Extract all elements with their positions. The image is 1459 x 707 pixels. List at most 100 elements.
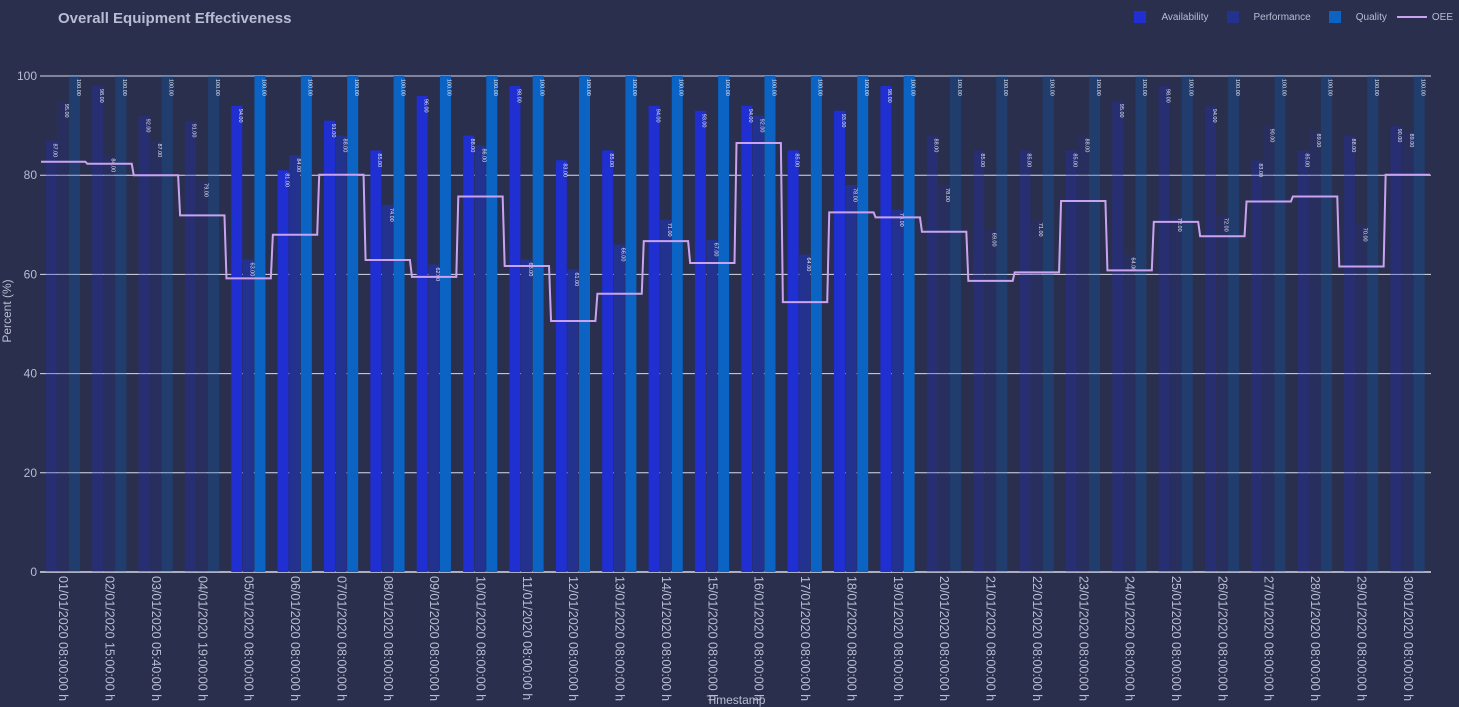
bar-performance[interactable]	[1031, 219, 1043, 572]
bar-quality[interactable]	[439, 76, 451, 572]
legend-item-availability[interactable]: Availability	[1134, 11, 1209, 23]
bar-performance[interactable]	[706, 239, 718, 572]
bar-performance[interactable]	[150, 140, 162, 573]
bar-quality[interactable]	[1320, 76, 1332, 572]
bar-quality[interactable]	[393, 76, 405, 572]
bar-quality[interactable]	[718, 76, 730, 572]
bar-performance[interactable]	[474, 145, 486, 572]
bar-performance[interactable]	[335, 135, 347, 572]
bar-availability[interactable]	[231, 105, 243, 572]
bar-performance[interactable]	[1309, 130, 1321, 572]
bar-performance[interactable]	[613, 244, 625, 572]
bar-quality[interactable]	[486, 76, 498, 572]
bar-availability[interactable]	[509, 85, 521, 573]
bar-quality[interactable]	[996, 76, 1008, 572]
bar-quality[interactable]	[532, 76, 544, 572]
bar-availability[interactable]	[1158, 85, 1170, 573]
legend-item-performance[interactable]: Performance	[1226, 11, 1311, 23]
bar-performance[interactable]	[1402, 130, 1414, 572]
bar-availability[interactable]	[741, 105, 753, 572]
bar-availability[interactable]	[787, 150, 799, 572]
bar-availability[interactable]	[694, 110, 706, 572]
bar-quality[interactable]	[68, 76, 80, 572]
bar-performance[interactable]	[1123, 254, 1135, 572]
bar-performance[interactable]	[799, 254, 811, 572]
bar-quality[interactable]	[1367, 76, 1379, 572]
bar-performance[interactable]	[521, 259, 533, 572]
legend-item-quality[interactable]: Quality	[1328, 11, 1387, 23]
bar-quality[interactable]	[1181, 76, 1193, 572]
bar-availability[interactable]	[1251, 160, 1263, 572]
bar-availability[interactable]	[45, 140, 57, 573]
bar-performance[interactable]	[891, 209, 903, 573]
bar-availability[interactable]	[184, 120, 196, 572]
bar-quality[interactable]	[671, 76, 683, 572]
x-tick-label: 25/01/2020 08:00:00 h	[1169, 576, 1183, 701]
bar-quality[interactable]	[161, 76, 173, 572]
bar-availability[interactable]	[370, 150, 382, 572]
bar-performance[interactable]	[428, 264, 440, 572]
bar-availability[interactable]	[138, 115, 150, 573]
bar-availability[interactable]	[973, 150, 985, 572]
bar-performance[interactable]	[103, 155, 115, 573]
bar-availability[interactable]	[92, 85, 104, 573]
bar-quality[interactable]	[810, 76, 822, 572]
bar-performance[interactable]	[242, 259, 254, 572]
bar-quality[interactable]	[1274, 76, 1286, 572]
bar-quality[interactable]	[254, 76, 266, 572]
bar-quality[interactable]	[579, 76, 591, 572]
legend-item-oee[interactable]: OEE	[1396, 12, 1453, 23]
bar-quality[interactable]	[857, 76, 869, 572]
bar-performance[interactable]	[1077, 135, 1089, 572]
bar-availability[interactable]	[1112, 100, 1124, 573]
bar-quality[interactable]	[115, 76, 127, 572]
bar-availability[interactable]	[1204, 105, 1216, 572]
bar-quality[interactable]	[1089, 76, 1101, 572]
bar-performance[interactable]	[1216, 214, 1228, 572]
bar-value-label: 61.00	[573, 272, 579, 286]
bar-performance[interactable]	[289, 155, 301, 573]
bar-performance[interactable]	[752, 115, 764, 573]
bar-performance[interactable]	[845, 185, 857, 572]
bar-quality[interactable]	[764, 76, 776, 572]
bar-quality[interactable]	[1413, 76, 1425, 572]
bar-performance[interactable]	[381, 204, 393, 572]
bar-quality[interactable]	[1228, 76, 1240, 572]
bar-availability[interactable]	[1344, 135, 1356, 572]
bar-availability[interactable]	[834, 110, 846, 572]
bar-quality[interactable]	[1042, 76, 1054, 572]
bar-value-label: 93.00	[840, 114, 846, 128]
bar-availability[interactable]	[416, 95, 428, 572]
bar-performance[interactable]	[567, 269, 579, 572]
bar-value-label: 100.00	[909, 79, 915, 96]
bar-quality[interactable]	[208, 76, 220, 572]
bar-performance[interactable]	[984, 229, 996, 572]
bar-performance[interactable]	[660, 219, 672, 572]
bar-availability[interactable]	[648, 105, 660, 572]
bar-availability[interactable]	[555, 160, 567, 572]
bar-availability[interactable]	[1390, 125, 1402, 572]
bar-quality[interactable]	[1135, 76, 1147, 572]
bar-availability[interactable]	[277, 170, 289, 573]
bar-value-label: 100.00	[863, 79, 869, 96]
bar-quality[interactable]	[903, 76, 915, 572]
bar-quality[interactable]	[347, 76, 359, 572]
bar-quality[interactable]	[949, 76, 961, 572]
bar-performance[interactable]	[1355, 224, 1367, 573]
bar-performance[interactable]	[57, 100, 69, 573]
bar-availability[interactable]	[602, 150, 614, 572]
bar-availability[interactable]	[926, 135, 938, 572]
bar-performance[interactable]	[196, 180, 208, 572]
bar-performance[interactable]	[1170, 214, 1182, 572]
bar-availability[interactable]	[463, 135, 475, 572]
bar-availability[interactable]	[323, 120, 335, 572]
oee-line[interactable]	[41, 141, 1430, 323]
bar-performance[interactable]	[1262, 125, 1274, 572]
bar-quality[interactable]	[300, 76, 312, 572]
bar-availability[interactable]	[1065, 150, 1077, 572]
bar-availability[interactable]	[1297, 150, 1309, 572]
bar-availability[interactable]	[1019, 150, 1031, 572]
bar-quality[interactable]	[625, 76, 637, 572]
bar-performance[interactable]	[938, 185, 950, 572]
bar-availability[interactable]	[880, 85, 892, 573]
